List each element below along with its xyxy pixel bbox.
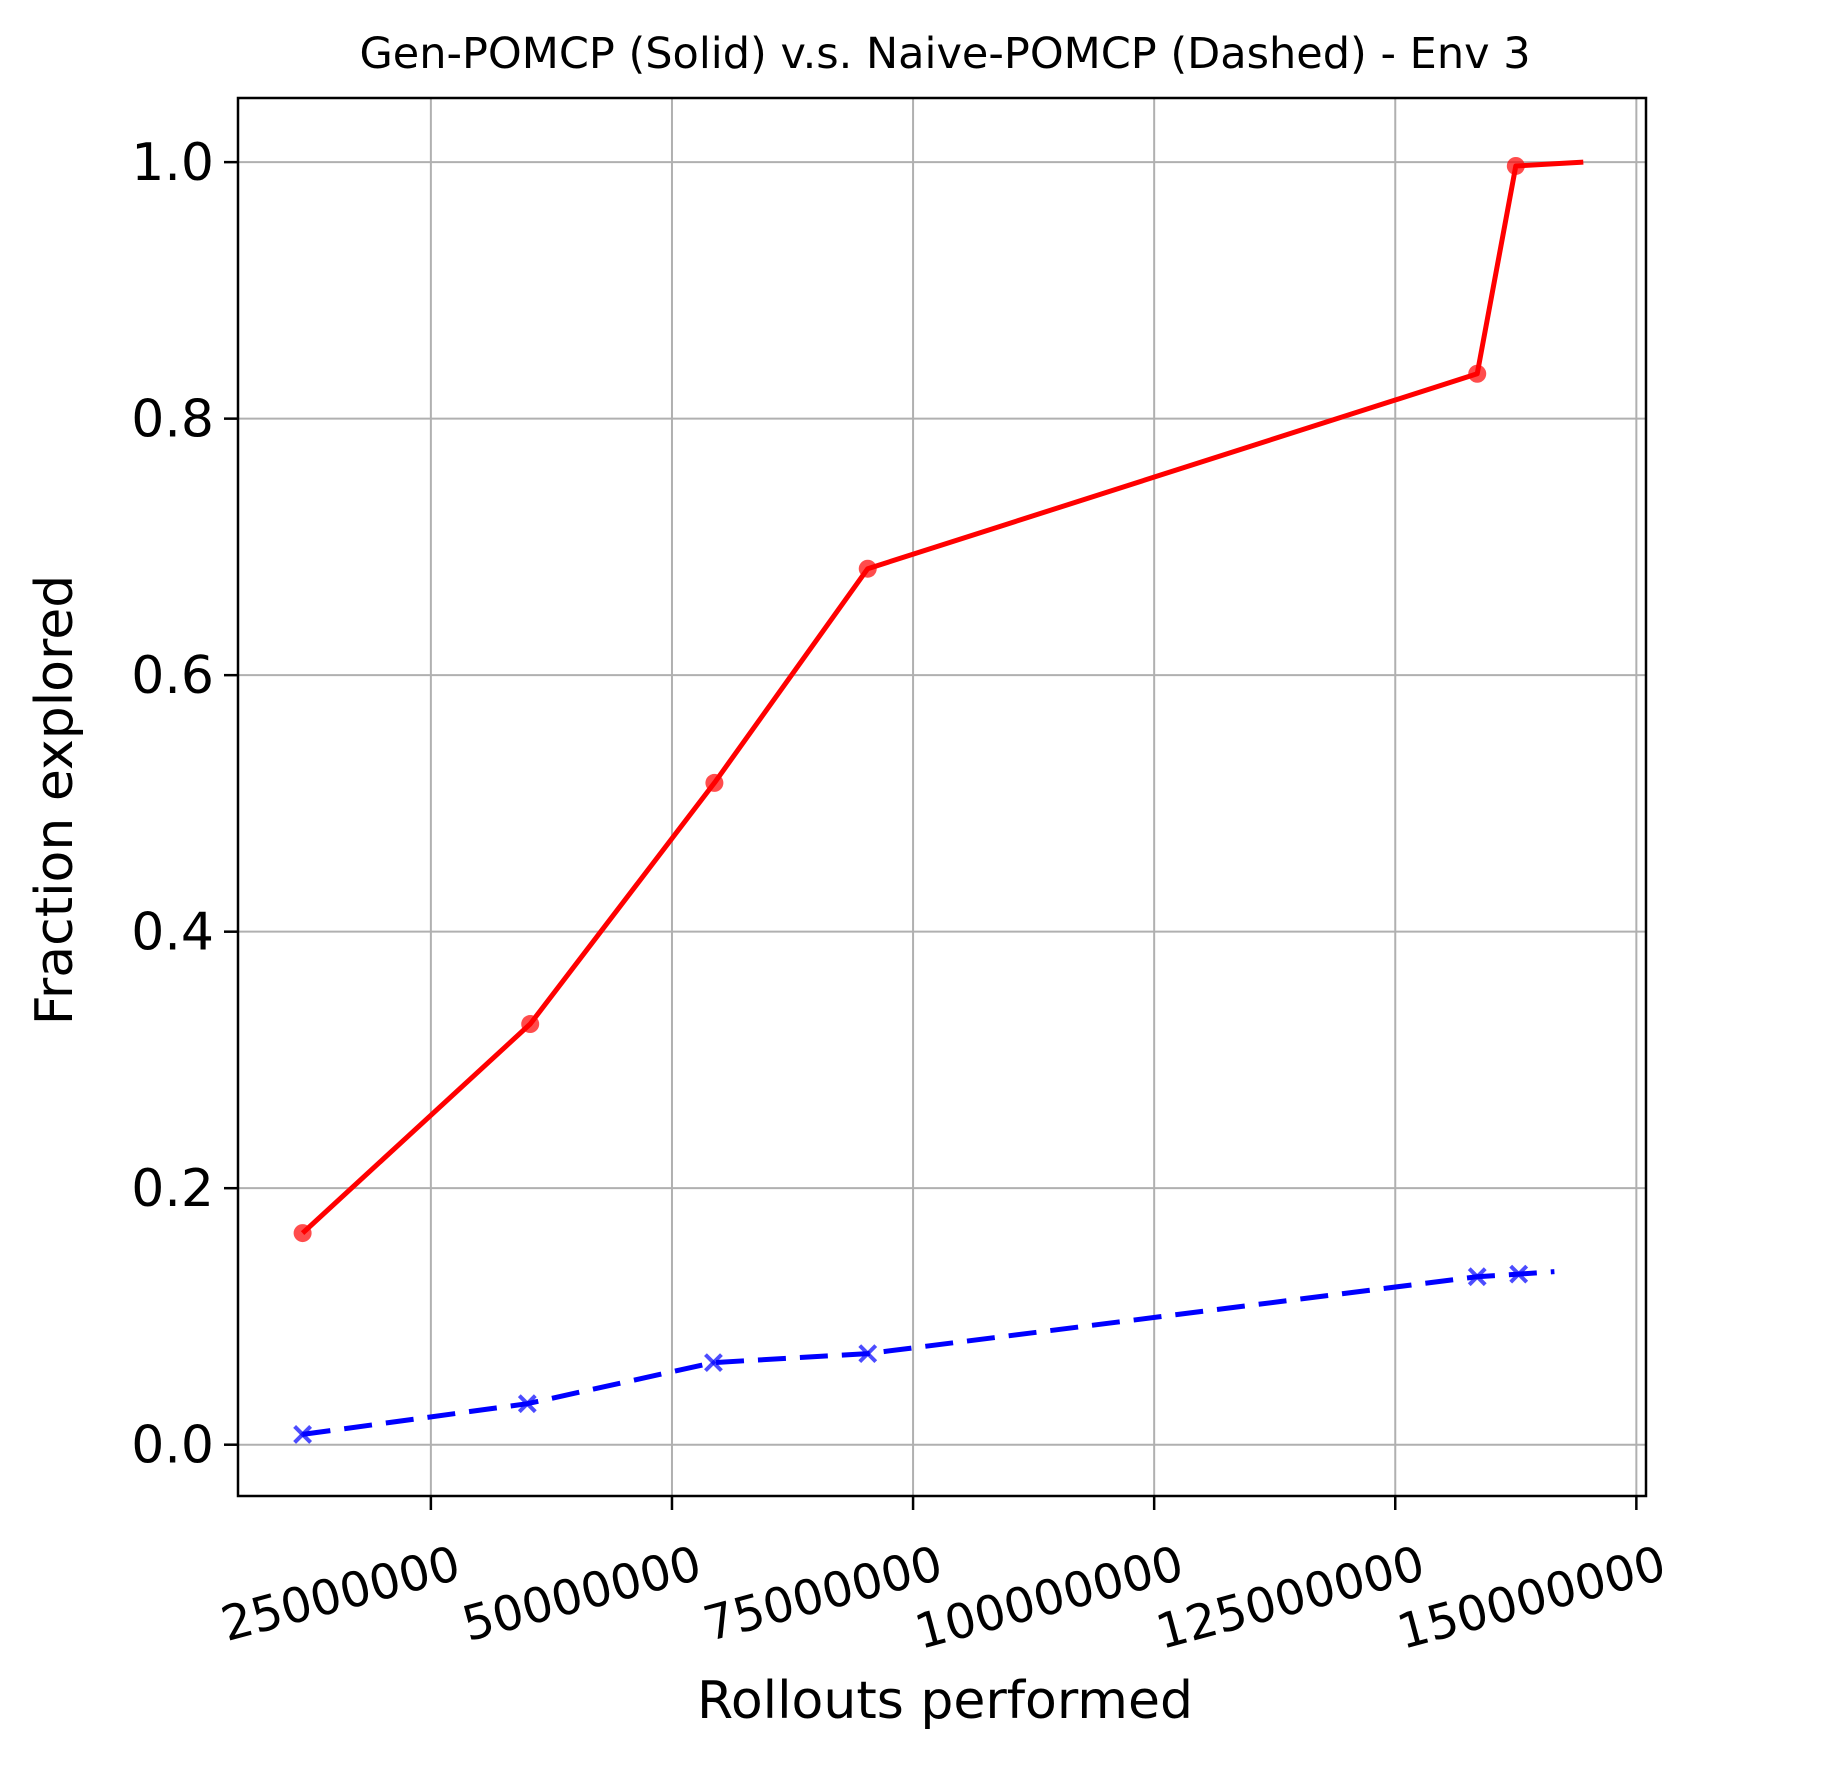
y-tick-label: 0.6 [131,646,214,706]
series-2-point [1509,1264,1529,1284]
y-tick-label: 0.0 [131,1416,214,1476]
y-tick-label: 0.4 [131,903,214,963]
x-axis-label: Rollouts performed [697,1671,1193,1731]
y-tick-label: 0.2 [131,1159,214,1219]
series-1-point [1468,364,1487,383]
chart-title: Gen-POMCP (Solid) v.s. Naive-POMCP (Dash… [359,29,1530,79]
series-2-point [293,1425,313,1444]
series-1-point [1506,156,1525,175]
series-2-point [858,1344,878,1364]
series-2-point [1467,1267,1487,1287]
series-1-point [858,559,877,578]
series-1-point [293,1224,312,1243]
y-tick-label: 0.8 [131,390,214,450]
series-1-point [521,1015,540,1034]
series-2-point [704,1353,723,1373]
plot-frame [236,96,1648,1498]
y-axis-label: Fraction explored [25,575,85,1025]
series-2-point [517,1394,537,1414]
series-1-point [705,773,724,792]
grid-lines [238,98,1646,1496]
series-layer [293,156,1584,1444]
y-tick-label: 1.0 [131,133,214,193]
